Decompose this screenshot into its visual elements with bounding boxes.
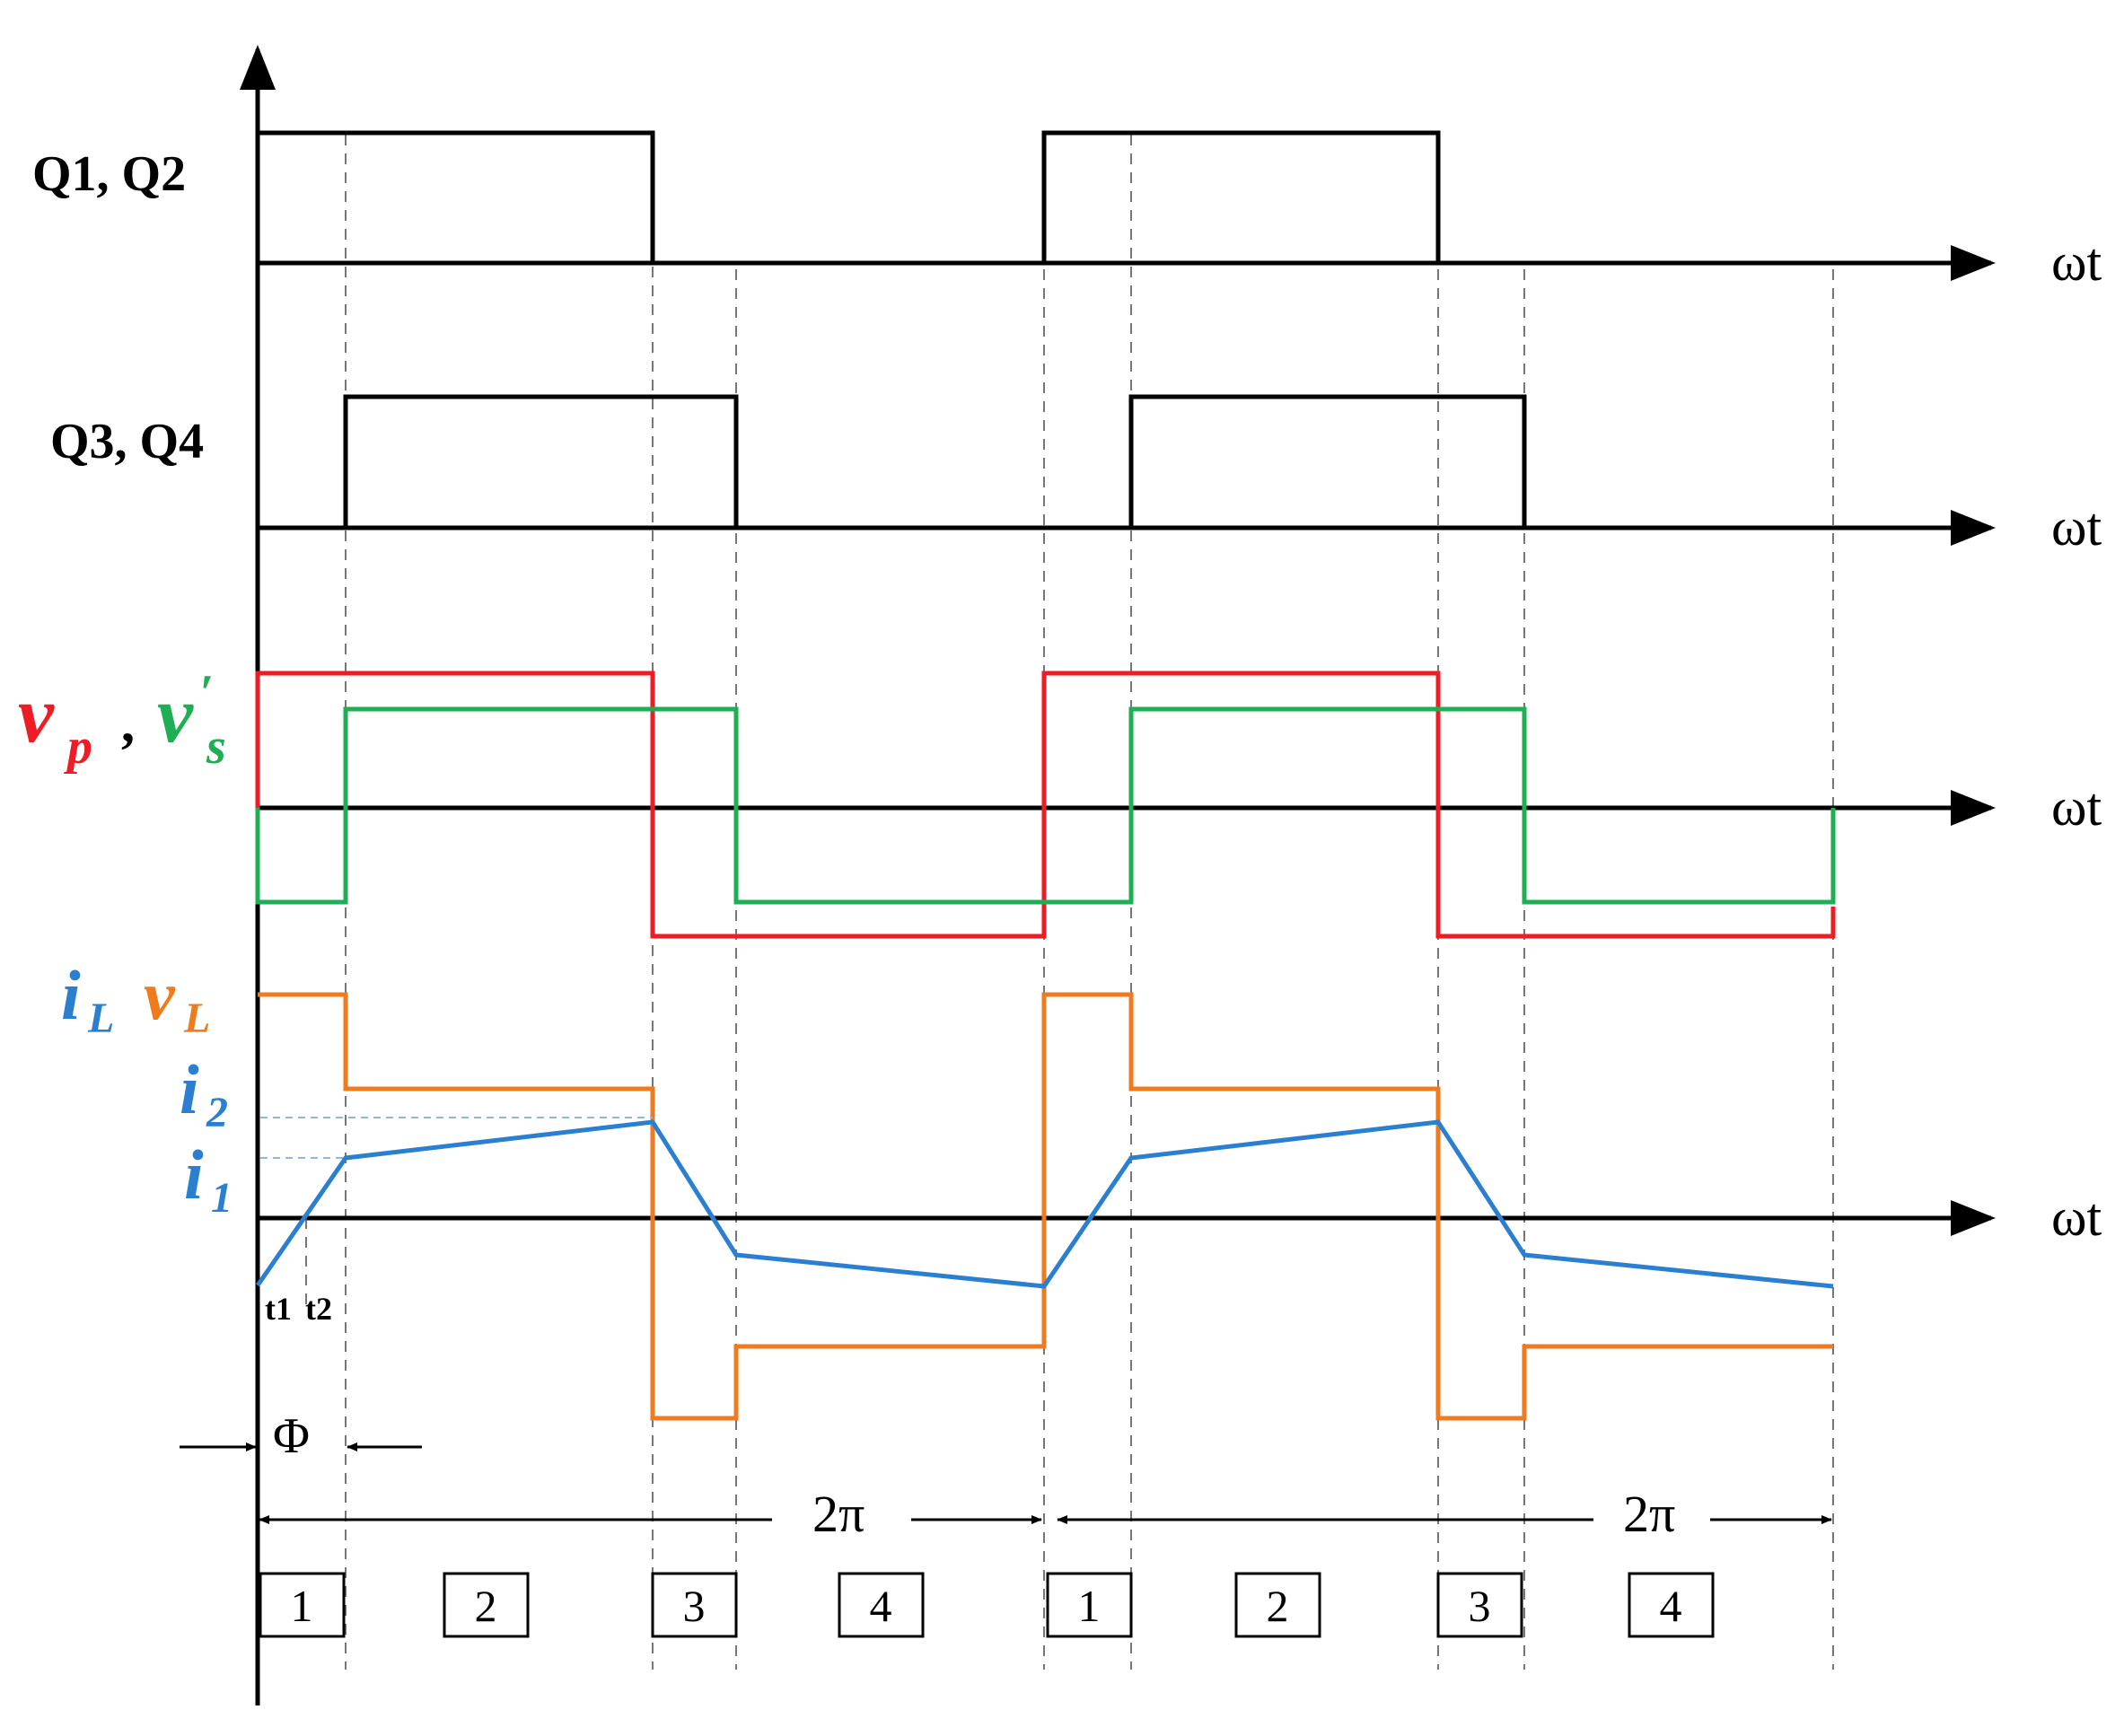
interval-box: 1 [1046,1572,1133,1638]
svg-text:4: 4 [1660,1581,1682,1631]
axis-label-q1q2: ωt [2051,232,2102,292]
period-label-1: 2π [812,1485,865,1543]
svg-text:v: v [18,671,55,759]
phi-label: Φ [273,1408,310,1464]
svg-text:4: 4 [870,1581,892,1631]
period-dimension-1: 2π [259,1485,1042,1543]
svg-text:v: v [144,956,176,1034]
interval-box: 1 [259,1572,346,1638]
horizontal-axes [258,245,1996,1236]
vs-waveform [255,706,1836,905]
q3q4-label: Q3, Q4 [50,414,204,469]
interval-box: 3 [651,1572,738,1638]
svg-text:s: s [206,719,226,775]
svg-text:3: 3 [683,1581,706,1631]
svg-text:2: 2 [1267,1581,1289,1631]
t2-label: t2 [305,1291,332,1327]
svg-text:3: 3 [1469,1581,1491,1631]
svg-text:p: p [64,719,92,775]
interval-box: 4 [1628,1572,1715,1638]
axis-label-inductor: ωt [2051,1188,2102,1247]
svg-text:i: i [184,1135,204,1214]
q3q4-gate-waveform [343,394,1527,528]
interval-box: 2 [1234,1572,1321,1638]
interval-boxes: 1 2 3 4 1 2 3 4 [259,1572,1715,1638]
il-vl-label: i L v L [61,956,210,1042]
svg-text:,: , [121,694,135,753]
phase-shift-phi: Φ [180,1408,422,1464]
vl-waveform [258,992,1833,1421]
q1q2-gate-waveform [255,130,1441,263]
i2-label: i 2 [180,1050,228,1136]
axis-label-voltages: ωt [2051,777,2102,837]
period-dimension-2: 2π [1057,1485,1832,1543]
vp-waveform [255,671,1836,939]
i1-label: i 1 [184,1135,233,1222]
svg-text:2: 2 [475,1581,497,1631]
svg-text:L: L [183,995,210,1042]
interval-box: 2 [443,1572,530,1638]
svg-text:′: ′ [199,665,214,721]
svg-text:i: i [61,956,81,1034]
t1-label: t1 [265,1291,292,1327]
vp-vs-label: v p , v ′ s [18,665,226,775]
current-reference-lines [260,1117,653,1159]
svg-text:1: 1 [1078,1581,1101,1631]
q1q2-label: Q1, Q2 [32,146,186,202]
svg-text:1: 1 [291,1581,313,1631]
interval-box: 4 [838,1572,925,1638]
interval-box: 3 [1436,1572,1523,1638]
period-label-2: 2π [1623,1485,1675,1543]
svg-text:L: L [87,995,114,1042]
axis-label-q3q4: ωt [2051,497,2102,557]
svg-text:2: 2 [206,1089,228,1136]
svg-text:1: 1 [211,1174,233,1222]
il-waveform [255,1119,1834,1289]
svg-text:i: i [180,1050,199,1128]
svg-text:v: v [157,671,194,759]
